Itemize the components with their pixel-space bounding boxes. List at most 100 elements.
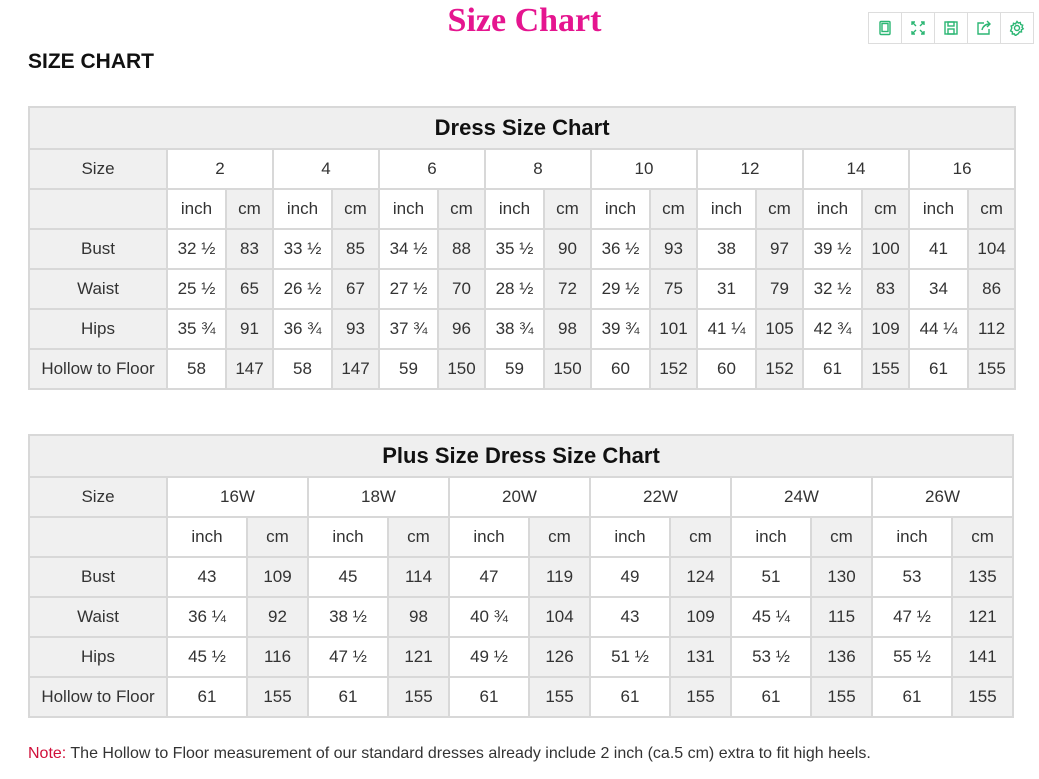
unit-cm: cm	[861, 188, 910, 230]
cm-value: 98	[543, 308, 592, 350]
unit-cm: cm	[225, 188, 274, 230]
size-row: Size 2 4 6 8 10 12 14 16	[28, 148, 1017, 190]
inch-value: 38 ½	[307, 596, 389, 638]
inch-value: 60	[696, 348, 757, 390]
cm-value: 105	[755, 308, 804, 350]
size-header: 2	[166, 148, 274, 190]
inch-value: 39 ½	[802, 228, 863, 270]
cm-value: 88	[437, 228, 486, 270]
unit-inch: inch	[730, 516, 812, 558]
unit-inch: inch	[589, 516, 671, 558]
cm-value: 155	[950, 676, 1015, 718]
table-row: Hips 45 ½ 116 47 ½ 121 49 ½ 126 51 ½ 131 53 ½ 136 5…	[28, 636, 1015, 678]
table-row: Bust 32 ½ 83 33 ½ 85 34 ½ 88 35 ½ 90 36 ½ 93 38 97 39…	[28, 228, 1017, 270]
table-row: Waist 36 ¼ 92 38 ½ 98 40 ¾ 104 43 109 45 ¼ 115 47 ½…	[28, 596, 1015, 638]
cm-value: 83	[861, 268, 910, 310]
inch-value: 61	[166, 676, 248, 718]
cm-value: 121	[387, 636, 450, 678]
row-label: Hips	[28, 308, 168, 350]
row-label: Hollow to Floor	[28, 348, 168, 390]
size-header: 8	[484, 148, 592, 190]
cm-value: 79	[755, 268, 804, 310]
unit-inch: inch	[378, 188, 439, 230]
save-button[interactable]	[935, 13, 968, 43]
inch-value: 61	[871, 676, 953, 718]
inch-value: 53 ½	[730, 636, 812, 678]
note-label: Note:	[28, 745, 67, 762]
cm-value: 152	[649, 348, 698, 390]
inch-value: 53	[871, 556, 953, 598]
blank-cell	[28, 516, 168, 558]
cm-value: 104	[528, 596, 591, 638]
cm-value: 109	[246, 556, 309, 598]
inch-value: 43	[166, 556, 248, 598]
table-row: Waist 25 ½ 65 26 ½ 67 27 ½ 70 28 ½ 72 29 ½ 75 31 79 3…	[28, 268, 1017, 310]
size-header: 20W	[448, 476, 591, 518]
cm-value: 152	[755, 348, 804, 390]
cm-value: 121	[950, 596, 1015, 638]
note-text: The Hollow to Floor measurement of our s…	[66, 745, 871, 762]
inch-value: 55 ½	[871, 636, 953, 678]
unit-cm: cm	[966, 188, 1017, 230]
inch-value: 58	[166, 348, 227, 390]
inch-value: 39 ¾	[590, 308, 651, 350]
inch-value: 47 ½	[871, 596, 953, 638]
row-label: Hollow to Floor	[28, 676, 168, 718]
table-title: Plus Size Dress Size Chart	[27, 434, 1015, 478]
unit-inch: inch	[802, 188, 863, 230]
inch-value: 60	[590, 348, 651, 390]
table-row: Hollow to Floor 61 155 61 155 61 155 61 155 61 155…	[28, 676, 1015, 718]
cm-value: 135	[950, 556, 1015, 598]
page-title: Size Chart	[447, 2, 602, 39]
unit-cm: cm	[543, 188, 592, 230]
fullscreen-button[interactable]	[902, 13, 935, 43]
table-title: Dress Size Chart	[27, 106, 1017, 150]
inch-value: 32 ½	[166, 228, 227, 270]
tablet-view-button[interactable]	[869, 13, 902, 43]
cm-value: 112	[966, 308, 1017, 350]
inch-value: 51	[730, 556, 812, 598]
cm-value: 72	[543, 268, 592, 310]
inch-value: 33 ½	[272, 228, 333, 270]
row-label: Hips	[28, 636, 168, 678]
inch-value: 61	[307, 676, 389, 718]
inch-value: 37 ¾	[378, 308, 439, 350]
plus-size-table: Plus Size Dress Size Chart Size 16W 18W 20W 2…	[27, 434, 1015, 718]
cm-value: 116	[246, 636, 309, 678]
cm-value: 96	[437, 308, 486, 350]
row-label: Bust	[28, 228, 168, 270]
inch-value: 43	[589, 596, 671, 638]
row-label: Waist	[28, 596, 168, 638]
inch-value: 31	[696, 268, 757, 310]
cm-value: 97	[755, 228, 804, 270]
inch-value: 32 ½	[802, 268, 863, 310]
inch-value: 40 ¾	[448, 596, 530, 638]
inch-value: 35 ¾	[166, 308, 227, 350]
inch-value: 61	[908, 348, 969, 390]
cm-value: 101	[649, 308, 698, 350]
unit-inch: inch	[166, 516, 248, 558]
size-header: 16	[907, 148, 1017, 190]
unit-inch: inch	[272, 188, 333, 230]
inch-value: 45	[307, 556, 389, 598]
inch-value: 61	[730, 676, 812, 718]
cm-value: 83	[225, 228, 274, 270]
inch-value: 41 ¼	[696, 308, 757, 350]
table-row: Hollow to Floor 58 147 58 147 59 150 59 150 60 152…	[28, 348, 1017, 390]
settings-button[interactable]	[1001, 13, 1033, 43]
share-button[interactable]	[968, 13, 1001, 43]
size-header: 26W	[870, 476, 1015, 518]
size-header: 18W	[307, 476, 450, 518]
cm-value: 75	[649, 268, 698, 310]
cm-value: 124	[669, 556, 732, 598]
size-header: 6	[378, 148, 486, 190]
unit-inch: inch	[484, 188, 545, 230]
size-header: 10	[590, 148, 698, 190]
row-label: Waist	[28, 268, 168, 310]
cm-value: 155	[861, 348, 910, 390]
section-heading: SIZE CHART	[28, 50, 154, 73]
inch-value: 58	[272, 348, 333, 390]
cm-value: 126	[528, 636, 591, 678]
inch-value: 49 ½	[448, 636, 530, 678]
